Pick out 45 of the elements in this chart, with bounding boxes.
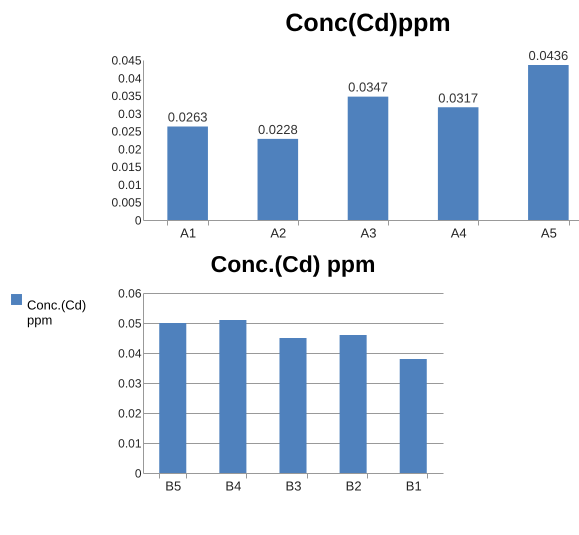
- x-tick-label: A3: [360, 226, 376, 240]
- bar: [258, 138, 298, 220]
- y-tick-label: 0.045: [111, 54, 142, 68]
- x-tick-label: A4: [450, 226, 467, 240]
- bar: [528, 64, 569, 220]
- x-tick-label: B2: [346, 478, 362, 494]
- legend-label: Conc.(Cd) ppm: [27, 298, 86, 328]
- data-label: 0.0436: [528, 48, 568, 63]
- y-tick-label: 0.02: [118, 142, 142, 156]
- bar: [348, 96, 388, 220]
- data-label: 0.0263: [168, 109, 208, 124]
- bar: [167, 126, 208, 220]
- bar: [340, 335, 367, 473]
- y-tick-label: 0.035: [111, 89, 142, 104]
- y-tick-label: 0.05: [118, 316, 142, 330]
- chart-title: Conc.(Cd) ppm: [210, 251, 376, 277]
- y-tick-label: 0.025: [111, 124, 142, 139]
- bar: [400, 359, 427, 473]
- y-tick-label: 0.015: [111, 160, 142, 174]
- bar: [219, 320, 246, 473]
- bar: [438, 107, 478, 220]
- y-tick-label: 0.03: [118, 106, 142, 121]
- x-tick-label: A2: [270, 226, 286, 240]
- x-tick-label: A1: [180, 226, 196, 240]
- y-tick-label: 0.01: [118, 178, 142, 192]
- data-label: 0.0317: [438, 90, 478, 106]
- y-tick-label: 0: [134, 214, 142, 228]
- data-label: 0.0228: [258, 122, 298, 137]
- y-tick-label: 0.03: [118, 376, 142, 390]
- y-tick-label: 0: [134, 466, 142, 480]
- x-tick-label: B1: [406, 478, 422, 494]
- y-tick-label: 0.04: [118, 346, 142, 360]
- y-tick-label: 0.005: [111, 196, 142, 210]
- y-tick-label: 0.02: [118, 406, 142, 420]
- data-label: 0.0347: [348, 80, 388, 95]
- x-tick-label: B4: [225, 478, 242, 494]
- y-tick-label: 0.04: [118, 71, 142, 86]
- chart-title: Conc(Cd)ppm: [285, 8, 451, 37]
- y-tick-label: 0.06: [118, 286, 142, 300]
- y-tick-label: 0.01: [118, 436, 142, 450]
- bar: [159, 323, 186, 473]
- x-tick-label: B3: [286, 478, 302, 494]
- bar: [279, 338, 307, 473]
- x-tick-label: A5: [540, 226, 557, 240]
- x-tick-label: B5: [165, 478, 182, 494]
